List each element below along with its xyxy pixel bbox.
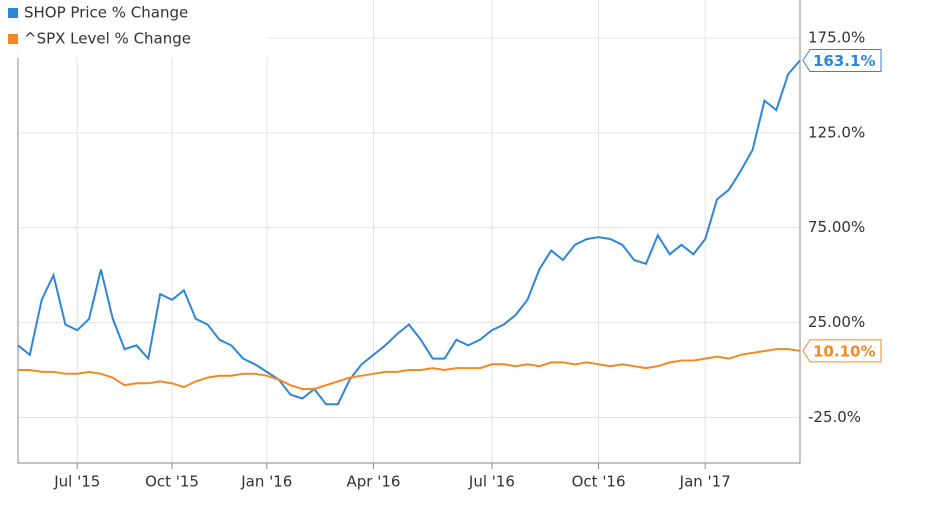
series-line [17, 59, 801, 406]
value-label: 163.1% [813, 52, 875, 70]
value-label-box [802, 339, 882, 363]
x-tick-label: Oct '15 [145, 473, 199, 491]
legend-label: ^SPX Level % Change [24, 30, 191, 48]
legend-swatch [8, 34, 18, 44]
value-label: 10.10% [813, 342, 875, 360]
x-tick-label: Apr '16 [346, 473, 400, 491]
x-tick-label: Jan '17 [679, 473, 731, 491]
x-tick-label: Jul '15 [53, 473, 100, 491]
legend-swatch [8, 8, 18, 18]
series-line [18, 348, 801, 390]
y-tick-label: -25.0% [808, 408, 861, 426]
y-tick-label: 175.0% [808, 28, 865, 46]
x-tick-label: Jul '16 [468, 473, 515, 491]
x-tick-label: Oct '16 [572, 473, 626, 491]
x-tick-label: Jan '16 [240, 473, 292, 491]
legend-label: SHOP Price % Change [24, 4, 188, 22]
legend-box [0, 0, 268, 58]
y-tick-label: 25.00% [808, 313, 865, 331]
y-tick-label: 75.00% [808, 218, 865, 236]
y-tick-label: 125.0% [808, 123, 865, 141]
value-label-box [802, 49, 882, 73]
plot-frame [17, 0, 801, 464]
